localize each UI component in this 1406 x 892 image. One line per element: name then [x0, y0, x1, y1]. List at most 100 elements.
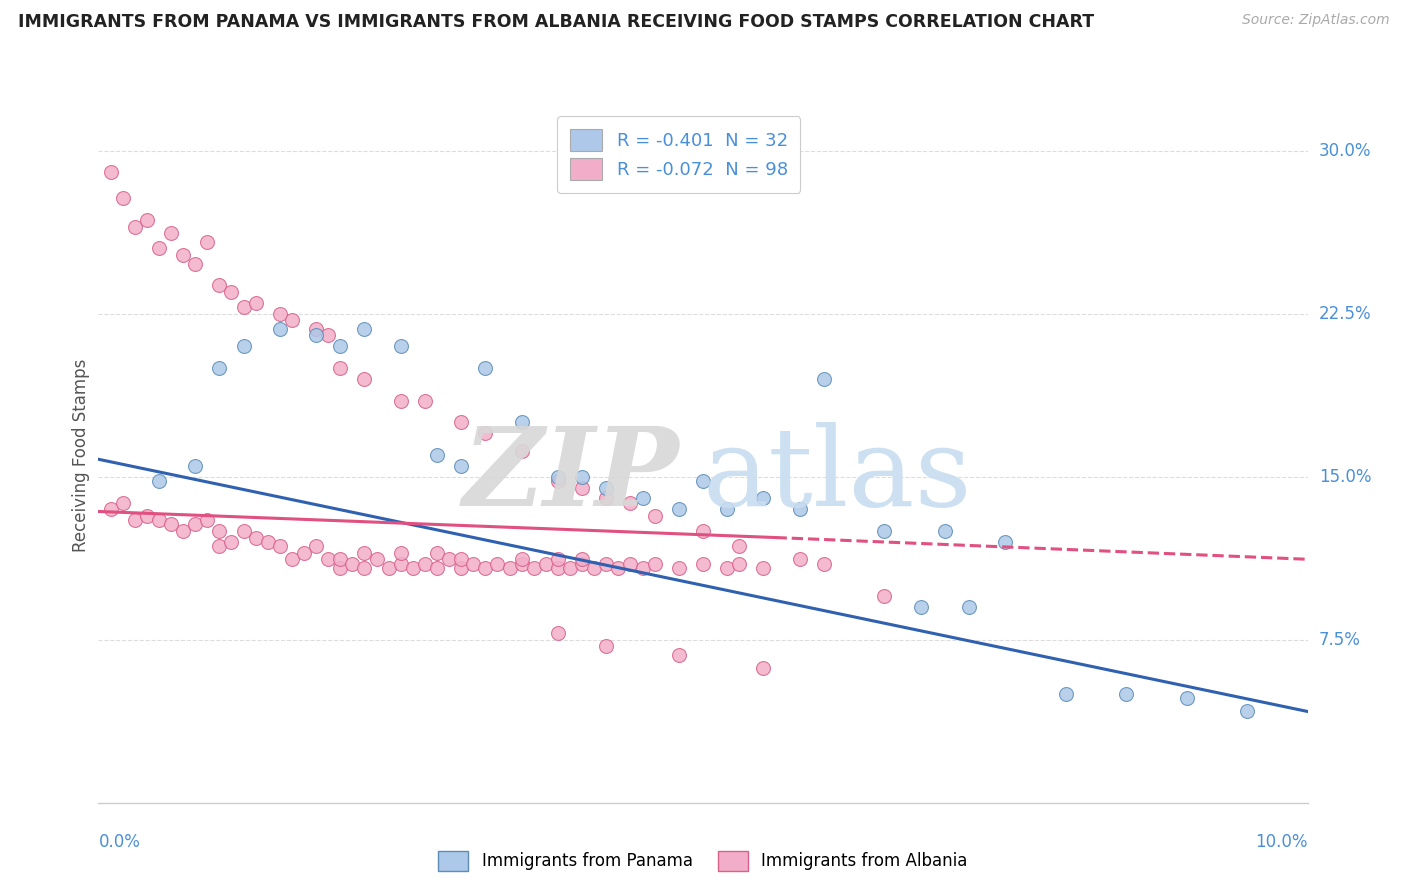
Point: [426, 448, 449, 462]
Point: [607, 561, 630, 575]
Point: [692, 474, 714, 488]
Point: [232, 524, 254, 538]
Point: [474, 426, 496, 441]
Point: [463, 557, 485, 571]
Point: [426, 561, 449, 575]
Point: [111, 191, 134, 205]
Point: [389, 557, 412, 571]
Point: [1175, 691, 1198, 706]
Point: [450, 552, 472, 566]
Point: [135, 508, 157, 523]
Point: [184, 257, 207, 271]
Point: [160, 226, 183, 240]
Point: [100, 502, 122, 516]
Point: [547, 626, 569, 640]
Point: [571, 481, 593, 495]
Point: [342, 557, 364, 571]
Text: ZIP: ZIP: [463, 422, 679, 530]
Point: [389, 393, 412, 408]
Point: [377, 561, 399, 575]
Point: [305, 539, 328, 553]
Point: [934, 524, 956, 538]
Point: [498, 561, 520, 575]
Point: [619, 557, 641, 571]
Point: [631, 561, 654, 575]
Text: IMMIGRANTS FROM PANAMA VS IMMIGRANTS FROM ALBANIA RECEIVING FOOD STAMPS CORRELAT: IMMIGRANTS FROM PANAMA VS IMMIGRANTS FRO…: [18, 13, 1094, 31]
Point: [292, 546, 315, 560]
Point: [486, 557, 509, 571]
Point: [813, 372, 835, 386]
Point: [595, 557, 617, 571]
Point: [450, 561, 472, 575]
Point: [353, 372, 375, 386]
Point: [353, 322, 375, 336]
Point: [692, 524, 714, 538]
Point: [316, 328, 339, 343]
Point: [184, 517, 207, 532]
Point: [668, 648, 690, 662]
Point: [716, 561, 738, 575]
Point: [619, 496, 641, 510]
Point: [1054, 687, 1077, 701]
Point: [305, 322, 328, 336]
Point: [728, 539, 751, 553]
Point: [256, 535, 278, 549]
Point: [873, 589, 896, 603]
Point: [813, 557, 835, 571]
Point: [402, 561, 425, 575]
Legend: Immigrants from Panama, Immigrants from Albania: Immigrants from Panama, Immigrants from …: [430, 842, 976, 880]
Point: [148, 241, 170, 255]
Point: [329, 339, 352, 353]
Point: [413, 393, 436, 408]
Point: [172, 524, 194, 538]
Point: [221, 285, 243, 299]
Point: [353, 561, 375, 575]
Text: 22.5%: 22.5%: [1319, 304, 1371, 323]
Point: [728, 557, 751, 571]
Point: [644, 557, 666, 571]
Point: [208, 524, 231, 538]
Point: [595, 639, 617, 653]
Point: [789, 502, 811, 516]
Point: [413, 557, 436, 571]
Text: atlas: atlas: [703, 422, 973, 529]
Point: [873, 524, 896, 538]
Point: [547, 474, 569, 488]
Point: [1115, 687, 1137, 701]
Point: [1236, 705, 1258, 719]
Point: [269, 307, 291, 321]
Point: [631, 491, 654, 506]
Point: [232, 339, 254, 353]
Point: [245, 295, 267, 310]
Point: [160, 517, 183, 532]
Point: [329, 561, 352, 575]
Point: [305, 328, 328, 343]
Point: [474, 561, 496, 575]
Point: [583, 561, 606, 575]
Text: 0.0%: 0.0%: [98, 833, 141, 851]
Point: [752, 661, 775, 675]
Point: [100, 165, 122, 179]
Point: [450, 415, 472, 429]
Point: [135, 213, 157, 227]
Point: [450, 458, 472, 473]
Point: [474, 360, 496, 375]
Point: [195, 513, 218, 527]
Point: [389, 339, 412, 353]
Point: [195, 235, 218, 249]
Point: [510, 557, 533, 571]
Point: [510, 415, 533, 429]
Point: [716, 502, 738, 516]
Point: [366, 552, 388, 566]
Point: [184, 458, 207, 473]
Text: 10.0%: 10.0%: [1256, 833, 1308, 851]
Point: [957, 600, 980, 615]
Point: [752, 561, 775, 575]
Point: [124, 513, 146, 527]
Point: [329, 360, 352, 375]
Point: [510, 552, 533, 566]
Point: [208, 278, 231, 293]
Point: [124, 219, 146, 234]
Point: [571, 552, 593, 566]
Point: [111, 496, 134, 510]
